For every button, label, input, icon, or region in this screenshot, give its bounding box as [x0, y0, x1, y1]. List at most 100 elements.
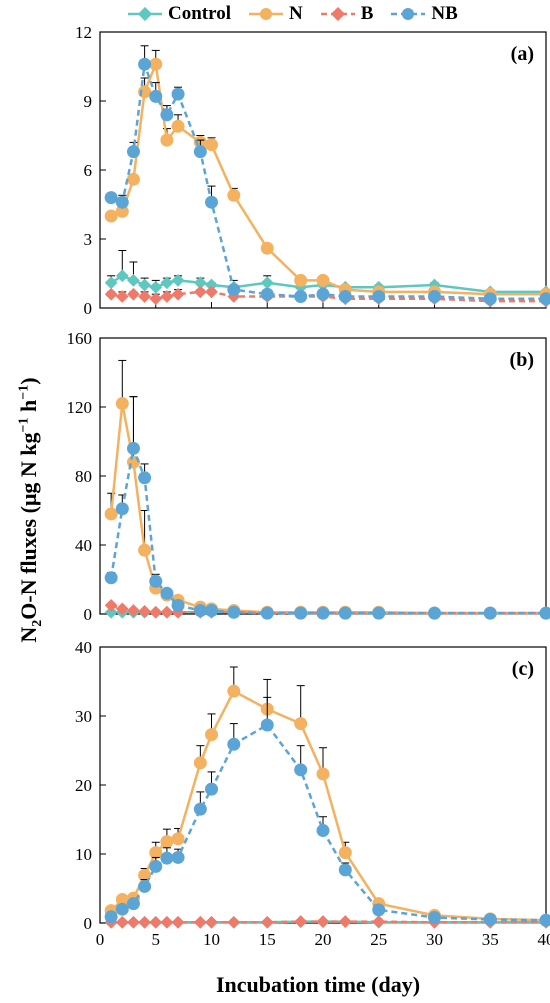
- data-point-nb: [126, 441, 140, 455]
- data-point-b: [193, 285, 207, 299]
- data-point-nb: [160, 108, 174, 122]
- data-point-control: [205, 278, 218, 292]
- data-point-nb: [227, 605, 241, 619]
- legend-marker-control: [128, 7, 162, 21]
- x-tick-label: 15: [259, 930, 276, 949]
- y-tick-label: 20: [75, 776, 92, 795]
- data-point-b: [205, 915, 218, 929]
- data-point-nb: [338, 606, 352, 620]
- y-tick-label: 40: [75, 638, 92, 657]
- data-point-nb: [138, 57, 152, 71]
- data-point-control: [260, 276, 274, 290]
- data-point-n: [171, 119, 185, 133]
- x-tick-label: 5: [152, 930, 161, 949]
- data-point-nb: [138, 471, 152, 485]
- data-point-n: [160, 133, 174, 147]
- data-point-b: [104, 287, 118, 301]
- data-point-n: [316, 273, 330, 287]
- data-point-b: [104, 599, 118, 612]
- data-point-nb: [372, 606, 386, 620]
- data-point-nb: [126, 145, 140, 159]
- data-point-nb: [539, 292, 550, 306]
- data-point-nb: [160, 586, 174, 600]
- y-tick-label: 0: [84, 299, 93, 318]
- data-point-n: [227, 188, 241, 202]
- data-point-b: [294, 915, 308, 928]
- data-point-b: [149, 292, 163, 306]
- data-point-n: [115, 204, 129, 218]
- data-point-n: [104, 209, 118, 223]
- data-point-nb: [260, 287, 274, 301]
- legend: Control N B NB: [128, 2, 476, 26]
- x-tick-label: 20: [315, 930, 332, 949]
- data-point-nb: [260, 606, 274, 620]
- legend-marker-b: [320, 7, 355, 21]
- data-point-b: [127, 915, 140, 929]
- data-point-n: [260, 241, 274, 255]
- data-point-control: [193, 276, 207, 290]
- legend-item-nb: NB: [391, 3, 458, 25]
- data-point-b: [160, 915, 174, 929]
- data-point-nb: [115, 195, 129, 209]
- data-point-nb: [338, 290, 352, 303]
- data-point-n: [149, 846, 163, 860]
- data-point-nb: [428, 910, 441, 924]
- data-point-nb: [294, 606, 308, 620]
- x-tick-label: 35: [482, 930, 499, 949]
- data-point-nb: [227, 283, 241, 297]
- data-point-nb: [193, 604, 207, 618]
- data-point-n: [138, 543, 152, 557]
- data-point-b: [149, 605, 163, 619]
- series-line-n: [110, 689, 547, 922]
- data-point-nb: [205, 195, 218, 209]
- series-line-n: [109, 403, 546, 615]
- data-point-nb: [316, 606, 330, 620]
- panel-frame: [99, 646, 547, 924]
- data-point-control: [104, 276, 118, 290]
- data-point-nb: [193, 145, 207, 159]
- data-point-n: [126, 172, 140, 186]
- series-line-nb: [110, 723, 547, 922]
- data-point-n: [115, 893, 129, 907]
- data-point-n: [316, 767, 330, 781]
- data-point-nb: [104, 571, 118, 585]
- data-point-nb: [227, 737, 241, 751]
- data-point-nb: [149, 574, 163, 588]
- data-point-b: [160, 605, 174, 619]
- y-tick-label: 40: [75, 536, 92, 555]
- legend-item-b: B: [320, 3, 374, 25]
- series-line-n: [110, 59, 546, 296]
- data-point-b: [160, 290, 174, 303]
- data-point-nb: [294, 763, 308, 777]
- data-point-control: [171, 274, 185, 287]
- data-point-nb: [160, 851, 174, 865]
- data-point-control: [138, 278, 151, 292]
- data-point-b: [171, 287, 185, 301]
- data-point-nb: [428, 290, 441, 303]
- legend-label-b: B: [360, 3, 374, 24]
- data-point-nb: [149, 859, 163, 873]
- data-point-nb: [539, 913, 550, 927]
- data-point-control: [115, 269, 129, 283]
- data-point-control: [127, 274, 140, 287]
- data-point-nb: [205, 604, 218, 618]
- data-point-b: [205, 285, 218, 299]
- data-point-n: [205, 728, 218, 742]
- data-point-b: [227, 915, 241, 929]
- data-point-nb: [483, 606, 497, 620]
- x-axis-label: Incubation time (day): [215, 972, 421, 997]
- data-point-b: [149, 915, 163, 929]
- y-tick-label: 12: [75, 23, 92, 42]
- data-point-b: [138, 605, 151, 618]
- panel-frame: [99, 337, 547, 615]
- data-point-n: [294, 717, 308, 731]
- y-tick-label: 10: [75, 845, 92, 864]
- y-tick-label: 30: [75, 707, 92, 726]
- panel-label: (a): [511, 43, 534, 65]
- data-point-n: [294, 273, 308, 287]
- data-point-nb: [260, 718, 274, 732]
- legend-marker-n: [248, 8, 283, 20]
- legend-label-control: Control: [168, 3, 231, 24]
- y-tick-label: 80: [75, 467, 92, 486]
- data-point-n: [104, 507, 118, 521]
